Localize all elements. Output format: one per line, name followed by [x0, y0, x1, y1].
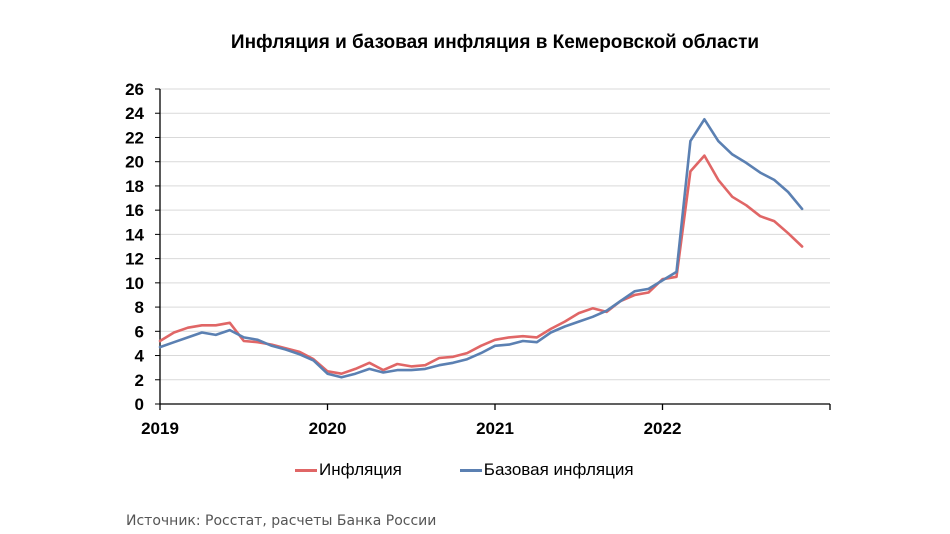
legend-item-inflation: Инфляция: [295, 460, 402, 480]
y-tick-label: 12: [125, 250, 144, 269]
legend: Инфляция Базовая инфляция: [295, 460, 634, 480]
legend-item-core-inflation: Базовая инфляция: [459, 460, 634, 480]
x-tick-label: 2022: [644, 419, 682, 438]
y-tick-label: 6: [135, 322, 144, 341]
y-tick-label: 14: [125, 225, 144, 244]
y-tick-label: 26: [125, 80, 144, 99]
gridlines: [160, 88, 830, 381]
y-tick-label: 18: [125, 177, 144, 196]
y-tick-label: 20: [125, 153, 144, 172]
x-tick-label: 2021: [476, 419, 514, 438]
chart-title: Инфляция и базовая инфляция в Кемеровско…: [230, 32, 760, 53]
series-line-core-inflation: [158, 118, 804, 379]
y-tick-label: 0: [135, 395, 144, 414]
y-tick-label: 2: [135, 371, 144, 390]
series-line-inflation: [158, 154, 804, 376]
legend-label-inflation: Инфляция: [319, 460, 402, 479]
y-tick-label: 16: [125, 201, 144, 220]
axes: [155, 88, 831, 410]
y-tick-label: 24: [125, 104, 144, 123]
y-tick-label: 22: [125, 128, 144, 147]
y-tick-label: 10: [125, 274, 144, 293]
y-tick-label: 8: [135, 298, 144, 317]
legend-swatch-inflation: [295, 468, 317, 472]
series-lines: [158, 118, 804, 379]
legend-swatch-core-inflation: [459, 468, 482, 472]
source-note: Источник: Росстат, расчеты Банка России: [126, 513, 437, 529]
y-tick-label: 4: [135, 347, 145, 366]
x-tick-label: 2020: [309, 419, 347, 438]
x-tick-label: 2019: [141, 419, 179, 438]
legend-label-core-inflation: Базовая инфляция: [483, 460, 634, 479]
